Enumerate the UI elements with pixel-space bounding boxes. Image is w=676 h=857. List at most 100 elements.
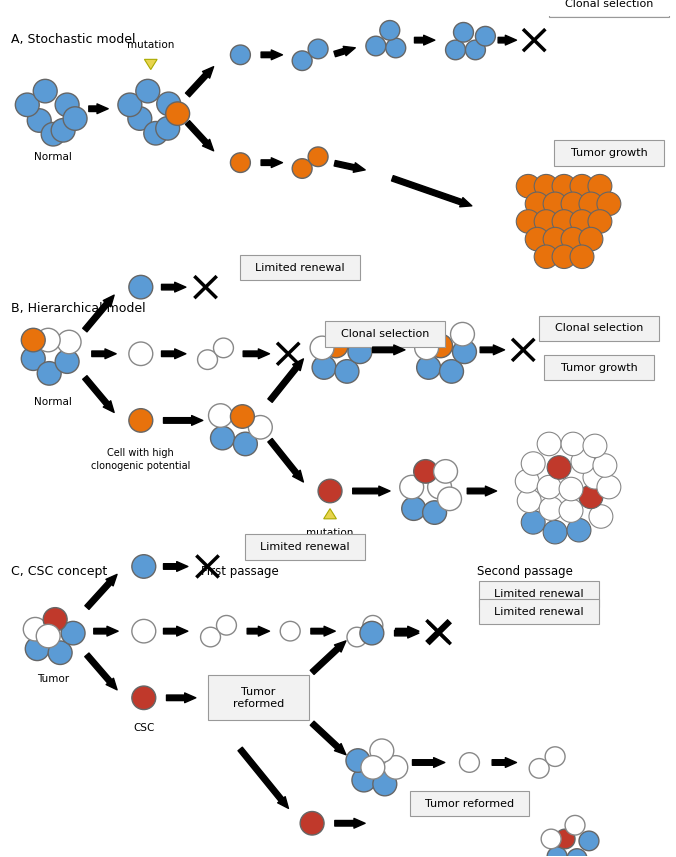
Circle shape xyxy=(521,511,545,534)
Text: Limited renewal: Limited renewal xyxy=(256,262,345,273)
FancyBboxPatch shape xyxy=(208,675,309,721)
Circle shape xyxy=(565,815,585,835)
Circle shape xyxy=(561,192,585,216)
Circle shape xyxy=(360,621,384,644)
Circle shape xyxy=(402,497,426,520)
FancyArrowPatch shape xyxy=(311,626,335,636)
Circle shape xyxy=(525,192,549,216)
Circle shape xyxy=(593,453,617,477)
Circle shape xyxy=(567,848,587,857)
Text: B, Hierarchical model: B, Hierarchical model xyxy=(11,302,146,315)
FancyArrowPatch shape xyxy=(247,626,270,636)
FancyArrowPatch shape xyxy=(164,626,188,636)
Circle shape xyxy=(552,175,576,198)
Circle shape xyxy=(231,45,250,64)
FancyArrowPatch shape xyxy=(164,416,203,425)
Circle shape xyxy=(579,485,603,509)
FancyArrowPatch shape xyxy=(310,641,346,674)
Circle shape xyxy=(450,322,475,346)
Circle shape xyxy=(201,627,220,647)
Text: Clonal selection: Clonal selection xyxy=(341,329,429,339)
FancyArrowPatch shape xyxy=(185,67,214,97)
Circle shape xyxy=(129,342,153,366)
Circle shape xyxy=(579,192,603,216)
Circle shape xyxy=(534,175,558,198)
Circle shape xyxy=(414,459,437,483)
Text: First passage: First passage xyxy=(201,565,279,578)
Circle shape xyxy=(22,328,45,352)
Text: Tumor: Tumor xyxy=(37,674,69,684)
Circle shape xyxy=(312,356,336,380)
Text: Tumor growth: Tumor growth xyxy=(571,148,647,158)
Circle shape xyxy=(559,499,583,523)
Circle shape xyxy=(452,340,477,363)
Circle shape xyxy=(214,339,233,357)
FancyBboxPatch shape xyxy=(479,581,599,607)
Circle shape xyxy=(292,159,312,178)
Text: mutation: mutation xyxy=(127,40,174,50)
FancyArrowPatch shape xyxy=(261,50,283,60)
Text: Normal: Normal xyxy=(34,397,72,407)
Circle shape xyxy=(543,520,567,544)
Circle shape xyxy=(597,192,621,216)
Circle shape xyxy=(552,210,576,233)
FancyArrowPatch shape xyxy=(92,349,116,358)
FancyArrowPatch shape xyxy=(412,758,445,767)
Circle shape xyxy=(370,739,393,763)
Circle shape xyxy=(197,350,218,369)
Circle shape xyxy=(136,80,160,103)
Circle shape xyxy=(597,476,621,499)
FancyArrowPatch shape xyxy=(414,35,435,45)
FancyArrowPatch shape xyxy=(185,121,214,151)
Circle shape xyxy=(588,175,612,198)
Circle shape xyxy=(521,452,545,476)
Circle shape xyxy=(555,829,575,848)
Circle shape xyxy=(57,330,81,354)
Circle shape xyxy=(324,334,348,357)
FancyArrowPatch shape xyxy=(391,176,472,207)
Circle shape xyxy=(545,746,565,766)
Circle shape xyxy=(157,92,180,116)
FancyArrowPatch shape xyxy=(334,46,356,57)
Circle shape xyxy=(414,336,439,360)
Circle shape xyxy=(128,107,152,130)
Text: Clonal selection: Clonal selection xyxy=(555,323,643,333)
Circle shape xyxy=(579,831,599,851)
Circle shape xyxy=(300,812,324,835)
FancyArrowPatch shape xyxy=(395,626,419,636)
Text: Cell with high: Cell with high xyxy=(107,447,174,458)
Circle shape xyxy=(429,334,452,357)
Circle shape xyxy=(466,40,485,60)
Circle shape xyxy=(292,51,312,70)
Circle shape xyxy=(63,107,87,130)
Circle shape xyxy=(571,450,595,473)
Circle shape xyxy=(118,93,142,117)
FancyArrowPatch shape xyxy=(395,628,419,638)
Circle shape xyxy=(529,758,549,778)
Circle shape xyxy=(43,608,67,631)
Circle shape xyxy=(583,465,607,489)
FancyArrowPatch shape xyxy=(162,349,186,358)
Circle shape xyxy=(537,476,561,499)
Text: Limited renewal: Limited renewal xyxy=(494,607,584,616)
Circle shape xyxy=(416,356,441,380)
Circle shape xyxy=(547,847,567,857)
Circle shape xyxy=(41,123,65,146)
Circle shape xyxy=(318,479,342,503)
Circle shape xyxy=(570,210,594,233)
Polygon shape xyxy=(145,59,157,69)
Circle shape xyxy=(516,210,540,233)
Circle shape xyxy=(129,409,153,432)
Circle shape xyxy=(48,641,72,664)
Circle shape xyxy=(373,772,397,796)
Circle shape xyxy=(208,404,233,428)
Text: mutation: mutation xyxy=(306,528,354,538)
Circle shape xyxy=(37,624,60,648)
Circle shape xyxy=(422,500,447,524)
Circle shape xyxy=(308,39,328,59)
Circle shape xyxy=(129,275,153,299)
Circle shape xyxy=(445,40,466,60)
FancyBboxPatch shape xyxy=(479,599,599,624)
Circle shape xyxy=(233,432,258,456)
Circle shape xyxy=(132,686,155,710)
